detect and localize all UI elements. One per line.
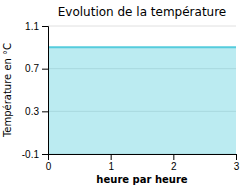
tick: -0.1 bbox=[22, 149, 48, 160]
tick: 2 bbox=[171, 154, 177, 172]
tick-label: 0 bbox=[46, 161, 52, 172]
grid-line bbox=[48, 26, 236, 27]
tick: 1 bbox=[108, 154, 114, 172]
tick-label: 3 bbox=[234, 161, 240, 172]
tick-mark bbox=[236, 154, 237, 160]
grid bbox=[48, 26, 236, 154]
tick-label: -0.1 bbox=[22, 149, 40, 160]
tick: 0.7 bbox=[25, 63, 48, 74]
tick: 0 bbox=[46, 154, 52, 172]
y-axis: -0.1 0.3 0.7 1.1 bbox=[22, 21, 49, 160]
title: Evolution de la température bbox=[58, 5, 227, 19]
tick: 3 bbox=[234, 154, 240, 172]
tick-label: 1 bbox=[108, 161, 114, 172]
tick: 1.1 bbox=[25, 21, 48, 32]
x-axis-title: heure par heure bbox=[96, 174, 187, 185]
axis-line bbox=[49, 155, 237, 161]
tick-mark bbox=[42, 154, 48, 155]
plot: 0 1 2 3 -0.1 0.3 0.7 1.1 bbox=[22, 21, 240, 172]
tick: 0.3 bbox=[25, 106, 48, 117]
tick-mark bbox=[111, 154, 112, 160]
y-axis-title: Température en °C bbox=[2, 43, 13, 138]
tick-label: 1.1 bbox=[25, 21, 39, 32]
tick-mark bbox=[42, 26, 48, 27]
x-axis: 0 1 2 3 bbox=[46, 154, 240, 172]
tick-label: 0.3 bbox=[25, 106, 39, 117]
tick-mark bbox=[173, 154, 174, 160]
area bbox=[48, 47, 236, 154]
tick-mark bbox=[42, 111, 48, 112]
axis-line bbox=[42, 27, 49, 155]
chart: 0 1 2 3 -0.1 0.3 0.7 1.1 Evolution de la tempéra… bbox=[0, 0, 250, 188]
tick-mark bbox=[42, 69, 48, 70]
line bbox=[48, 46, 236, 48]
marks bbox=[48, 47, 236, 154]
tick-label: 2 bbox=[171, 161, 177, 172]
tick-label: 0.7 bbox=[25, 63, 39, 74]
